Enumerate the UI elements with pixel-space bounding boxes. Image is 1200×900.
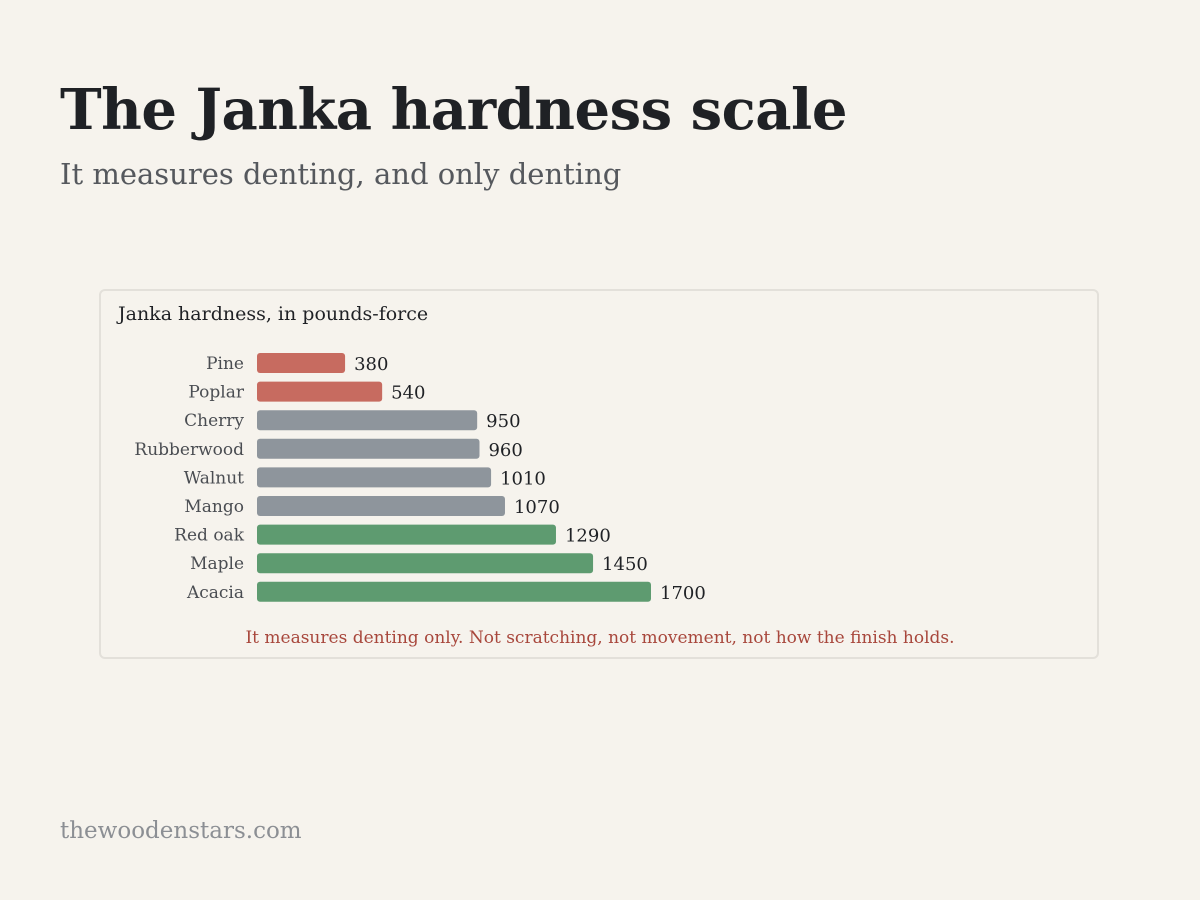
site-footer: thewoodenstars.com — [60, 818, 302, 844]
category-label: Rubberwood — [134, 440, 244, 460]
bar — [257, 467, 492, 488]
chart-annotation: It measures denting only. Not scratching… — [245, 628, 954, 648]
page-title: The Janka hardness scale — [60, 77, 847, 143]
page-subtitle: It measures denting, and only denting — [60, 157, 622, 191]
bar — [257, 410, 478, 431]
category-label: Walnut — [184, 468, 244, 488]
bar — [257, 353, 346, 373]
category-label: Poplar — [188, 383, 244, 403]
value-label: 950 — [486, 411, 520, 432]
bar — [257, 438, 480, 459]
value-label: 1700 — [660, 583, 706, 604]
value-label: 1070 — [514, 497, 560, 518]
category-label: Red oak — [174, 526, 245, 546]
value-label: 1450 — [602, 554, 648, 575]
category-label: Pine — [206, 354, 244, 374]
chart-title: Janka hardness, in pounds-force — [116, 303, 428, 325]
janka-bar-chart: Janka hardness, in pounds-force Pine 380P… — [116, 303, 955, 648]
category-label: Mango — [184, 497, 244, 517]
bar — [257, 496, 505, 516]
bar — [257, 524, 556, 545]
bars-group: Pine 380 Poplar 540 Cherry 950 Rubberwood 960 Wa… — [134, 353, 706, 604]
category-label: Acacia — [186, 583, 244, 603]
bar — [257, 581, 651, 602]
category-label: Maple — [190, 554, 244, 574]
value-label: 540 — [391, 383, 425, 404]
value-label: 1010 — [500, 468, 546, 489]
bar — [257, 553, 594, 574]
category-label: Cherry — [184, 411, 244, 431]
chart-card: Janka hardness, in pounds-force Pine 380 P… — [99, 289, 1099, 659]
value-label: 960 — [488, 440, 522, 461]
value-label: 380 — [354, 354, 388, 375]
value-label: 1290 — [565, 526, 611, 547]
bar — [257, 381, 383, 402]
